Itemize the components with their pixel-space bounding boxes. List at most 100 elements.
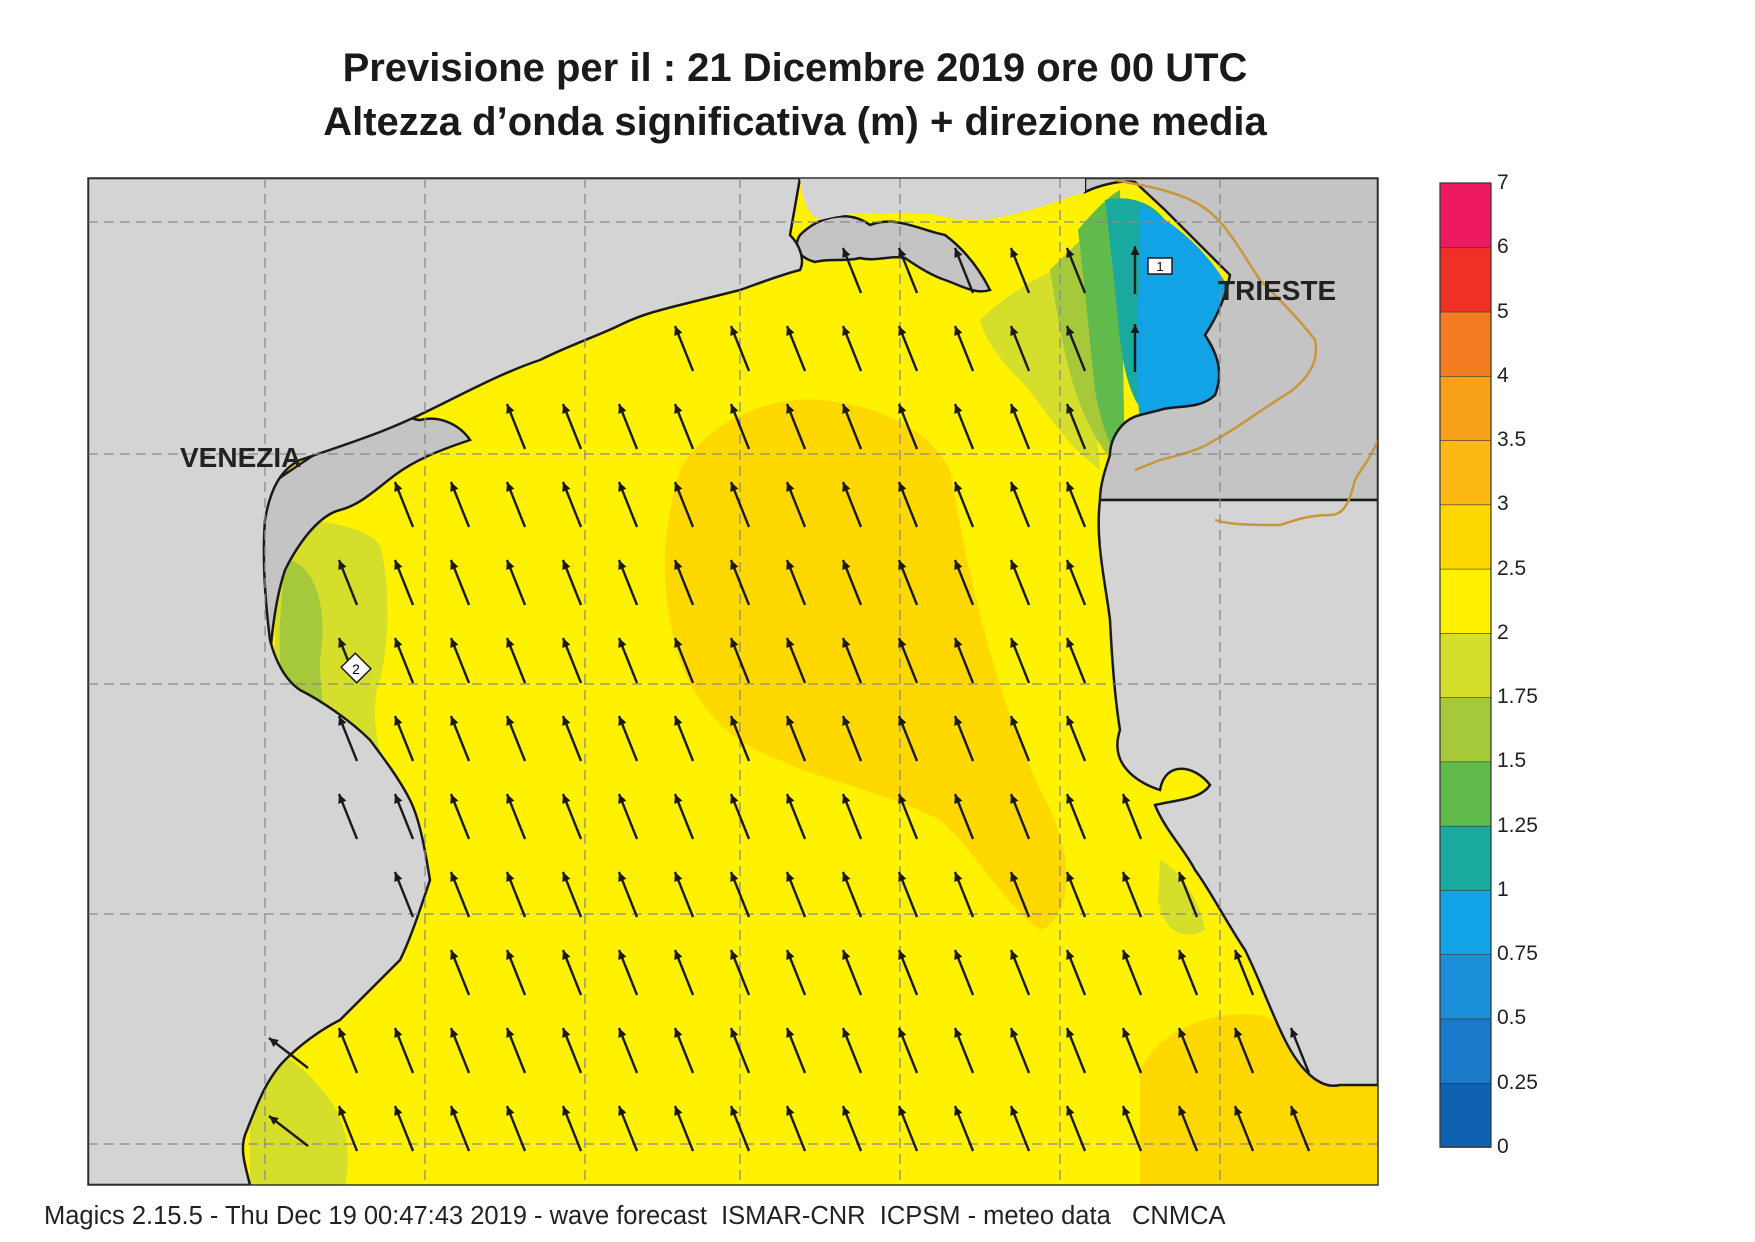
- wave-direction-arrow: [953, 481, 975, 528]
- colorbar-tick-label: 3: [1497, 492, 1509, 516]
- wave-direction-arrow: [841, 637, 863, 684]
- wave-direction-arrow: [561, 871, 583, 918]
- wave-direction-arrow: [841, 325, 863, 372]
- wave-direction-arrow: [337, 559, 359, 606]
- colorbar-frame: [1439, 182, 1492, 1148]
- wave-direction-arrow: [393, 715, 415, 762]
- wave-direction-arrow: [1065, 559, 1087, 606]
- wave-direction-arrow: [1233, 949, 1255, 996]
- border-line-east: [1214, 439, 1378, 527]
- wave-direction-arrow: [1009, 793, 1031, 840]
- wave-direction-arrow: [953, 871, 975, 918]
- wave-direction-arrow: [449, 481, 471, 528]
- colorbar-segment: [1439, 889, 1492, 956]
- wave-direction-arrow: [1009, 949, 1031, 996]
- wave-direction-arrow: [561, 1105, 583, 1152]
- wave-direction-arrow: [785, 1105, 807, 1152]
- wave-direction-arrow: [953, 1027, 975, 1074]
- colorbar-tick-label: 6: [1497, 235, 1509, 259]
- wave-direction-arrow: [1009, 403, 1031, 450]
- wave-direction-arrow: [1009, 1105, 1031, 1152]
- wave-direction-arrow: [897, 637, 919, 684]
- colorbar-tick-label: 0.5: [1497, 1006, 1527, 1030]
- colorbar-tick-label: 0: [1497, 1135, 1509, 1158]
- wave-direction-arrow: [673, 559, 695, 606]
- wave-direction-arrow: [673, 325, 695, 372]
- colorbar-segment: [1439, 761, 1492, 827]
- wave-direction-arrow: [1065, 715, 1087, 762]
- wave-direction-arrow: [1009, 559, 1031, 606]
- wave-zone-1.75-2-southwest: [250, 1052, 348, 1185]
- wave-direction-arrow: [785, 949, 807, 996]
- wave-direction-arrow: [673, 1105, 695, 1152]
- colorbar-tick-label: 7: [1497, 171, 1509, 194]
- wave-direction-arrow: [561, 793, 583, 840]
- colorbar-segment: [1439, 632, 1492, 698]
- wave-direction-arrow: [897, 247, 919, 294]
- wave-direction-arrow: [729, 1105, 751, 1152]
- wave-direction-arrow: [841, 715, 863, 762]
- wave-direction-arrow: [673, 871, 695, 918]
- wave-direction-arrow: [953, 1105, 975, 1152]
- wave-direction-arrow: [393, 793, 415, 840]
- wave-direction-arrow: [953, 949, 975, 996]
- wave-direction-arrow: [617, 1105, 639, 1152]
- wave-direction-arrow: [953, 793, 975, 840]
- istria-land: [1097, 498, 1378, 1088]
- wave-direction-arrow: [1233, 1027, 1255, 1074]
- wave-direction-arrow: [1009, 247, 1031, 294]
- wave-direction-arrow: [897, 949, 919, 996]
- wave-direction-arrow: [1065, 637, 1087, 684]
- colorbar-segment: [1439, 182, 1492, 249]
- city-label-trieste: TRIESTE: [1218, 275, 1336, 306]
- wave-direction-arrow: [897, 559, 919, 606]
- wave-direction-arrow: [1121, 1027, 1143, 1074]
- wave-direction-arrow: [449, 793, 471, 840]
- wave-direction-arrow: [785, 325, 807, 372]
- contour-label-1: 1: [1147, 257, 1173, 275]
- wave-direction-arrow: [505, 403, 527, 450]
- wave-direction-arrow: [785, 1027, 807, 1074]
- wave-direction-arrow: [841, 481, 863, 528]
- wave-direction-arrow: [1065, 1027, 1087, 1074]
- wave-direction-arrow: [617, 403, 639, 450]
- wave-direction-arrow: [673, 481, 695, 528]
- wave-direction-arrow: [617, 871, 639, 918]
- colorbar-tick-label: 1.25: [1497, 813, 1538, 837]
- wave-direction-arrow: [1009, 715, 1031, 762]
- wave-direction-arrow: [785, 637, 807, 684]
- wave-direction-arrow: [561, 559, 583, 606]
- colorbar-segment: [1439, 1082, 1492, 1148]
- wave-direction-arrow: [897, 871, 919, 918]
- wave-direction-arrow: [897, 481, 919, 528]
- colorbar-segment: [1439, 439, 1492, 506]
- wave-direction-arrow: [617, 1027, 639, 1074]
- wave-direction-arrow: [729, 403, 751, 450]
- wave-direction-arrow: [1233, 1105, 1255, 1152]
- wave-direction-arrow: [1121, 949, 1143, 996]
- wave-direction-arrow: [785, 715, 807, 762]
- colorbar-tick-label: 3.5: [1497, 428, 1527, 452]
- wave-direction-arrow: [897, 793, 919, 840]
- italian-coast-land: [88, 178, 804, 1185]
- wave-direction-arrow: [1121, 871, 1143, 918]
- svg-text:1: 1: [1156, 259, 1163, 274]
- wave-direction-arrow: [897, 715, 919, 762]
- wave-direction-arrow: [449, 1027, 471, 1074]
- forecast-subtitle: Altezza d’onda significativa (m) + direz…: [323, 100, 1267, 144]
- wave-direction-arrow: [1065, 403, 1087, 450]
- wave-direction-arrow: [1065, 871, 1087, 918]
- colorbar-tick-label: 5: [1497, 299, 1509, 323]
- colorbar-segment: [1439, 568, 1492, 634]
- wave-direction-arrow: [673, 403, 695, 450]
- wave-direction-arrow: [1009, 871, 1031, 918]
- wave-direction-arrow: [1177, 1105, 1199, 1152]
- colorbar-tick-label: 1: [1497, 877, 1509, 901]
- wave-direction-arrow: [953, 715, 975, 762]
- wave-direction-arrow: [393, 559, 415, 606]
- colorbar-segment: [1439, 953, 1492, 1020]
- colorbar-tick-label: 0.75: [1497, 942, 1538, 966]
- wave-direction-arrow: [561, 637, 583, 684]
- wave-direction-arrow: [673, 1027, 695, 1074]
- colorbar-tick-label: 1.5: [1497, 749, 1527, 773]
